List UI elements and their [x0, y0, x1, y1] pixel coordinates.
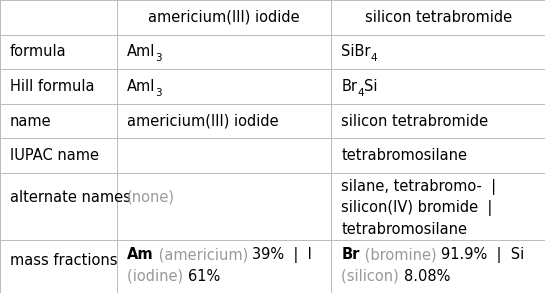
Text: tetrabromosilane: tetrabromosilane: [341, 222, 467, 237]
Text: 4: 4: [357, 88, 364, 98]
Text: 4: 4: [371, 53, 377, 63]
Text: (americium): (americium): [154, 247, 252, 263]
Text: AmI: AmI: [127, 79, 155, 94]
Text: alternate names: alternate names: [10, 190, 131, 205]
Text: 3: 3: [155, 88, 162, 98]
Text: 39%  |  I: 39% | I: [252, 247, 312, 263]
Text: Hill formula: Hill formula: [10, 79, 94, 94]
Text: Si: Si: [364, 79, 377, 94]
Text: (none): (none): [127, 190, 175, 205]
Text: Br: Br: [341, 247, 360, 263]
Text: silicon tetrabromide: silicon tetrabromide: [341, 113, 488, 129]
Text: americium(III) iodide: americium(III) iodide: [127, 113, 278, 129]
Text: (bromine): (bromine): [360, 247, 441, 263]
Text: 91.9%  |  Si: 91.9% | Si: [441, 247, 524, 263]
Text: 61%: 61%: [187, 268, 220, 284]
Text: (iodine): (iodine): [127, 268, 187, 284]
Text: AmI: AmI: [127, 44, 155, 59]
Text: silicon tetrabromide: silicon tetrabromide: [365, 10, 512, 25]
Text: IUPAC name: IUPAC name: [10, 148, 99, 163]
Text: Br: Br: [341, 79, 357, 94]
Text: 8.08%: 8.08%: [403, 268, 450, 284]
Text: silane, tetrabromo-  |: silane, tetrabromo- |: [341, 179, 496, 195]
Text: name: name: [10, 113, 51, 129]
Text: silicon(IV) bromide  |: silicon(IV) bromide |: [341, 200, 493, 216]
Text: americium(III) iodide: americium(III) iodide: [148, 10, 300, 25]
Text: mass fractions: mass fractions: [10, 253, 117, 268]
Text: tetrabromosilane: tetrabromosilane: [341, 148, 467, 163]
Text: Am: Am: [127, 247, 154, 263]
Text: 3: 3: [155, 53, 162, 63]
Text: SiBr: SiBr: [341, 44, 371, 59]
Text: formula: formula: [10, 44, 66, 59]
Text: (silicon): (silicon): [341, 268, 403, 284]
